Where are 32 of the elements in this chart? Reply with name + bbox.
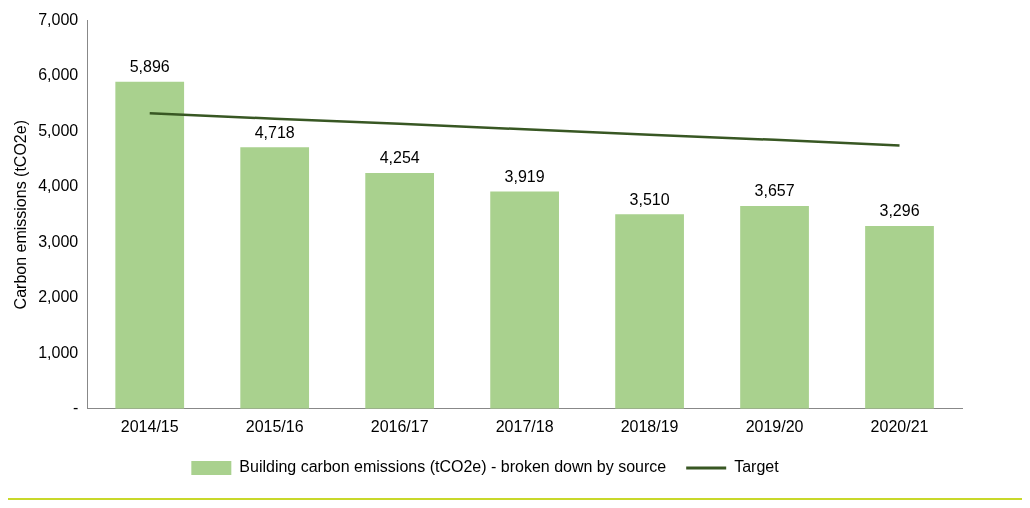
- x-tick-label: 2014/15: [120, 417, 179, 435]
- x-tick-label: 2015/16: [245, 417, 304, 435]
- bar: [115, 81, 185, 409]
- data-label: 4,254: [379, 149, 420, 167]
- y-tick-label: 4,000: [38, 177, 79, 195]
- y-tick-label: 7,000: [38, 11, 79, 29]
- data-label: 4,718: [254, 123, 295, 141]
- y-tick-label: 3,000: [38, 232, 79, 250]
- data-label: 3,296: [879, 202, 920, 220]
- data-label: 3,510: [629, 190, 670, 208]
- legend-label: Building carbon emissions (tCO2e) - broken down by source: [239, 458, 667, 476]
- data-label: 5,896: [129, 58, 170, 76]
- x-tick-label: 2019/20: [745, 417, 804, 435]
- x-tick-label: 2017/18: [495, 417, 554, 435]
- x-tick-label: 2020/21: [870, 417, 929, 435]
- y-tick-label: 1,000: [38, 343, 79, 361]
- x-tick-label: 2018/19: [620, 417, 679, 435]
- bar: [865, 226, 934, 409]
- bar: [615, 214, 684, 409]
- data-label: 3,657: [754, 182, 795, 200]
- y-tick-label: 5,000: [38, 121, 79, 139]
- legend-label: Target: [734, 458, 780, 476]
- y-tick-label: -: [72, 399, 79, 417]
- bar: [240, 147, 310, 409]
- bar: [490, 191, 559, 409]
- y-tick-label: 2,000: [38, 288, 79, 306]
- bar: [740, 205, 809, 409]
- bar: [365, 172, 435, 409]
- y-tick-label: 6,000: [38, 66, 79, 84]
- data-label: 3,919: [504, 167, 545, 185]
- y-axis-title: Carbon emissions (tCO2e): [12, 120, 30, 310]
- x-tick-label: 2016/17: [370, 417, 429, 435]
